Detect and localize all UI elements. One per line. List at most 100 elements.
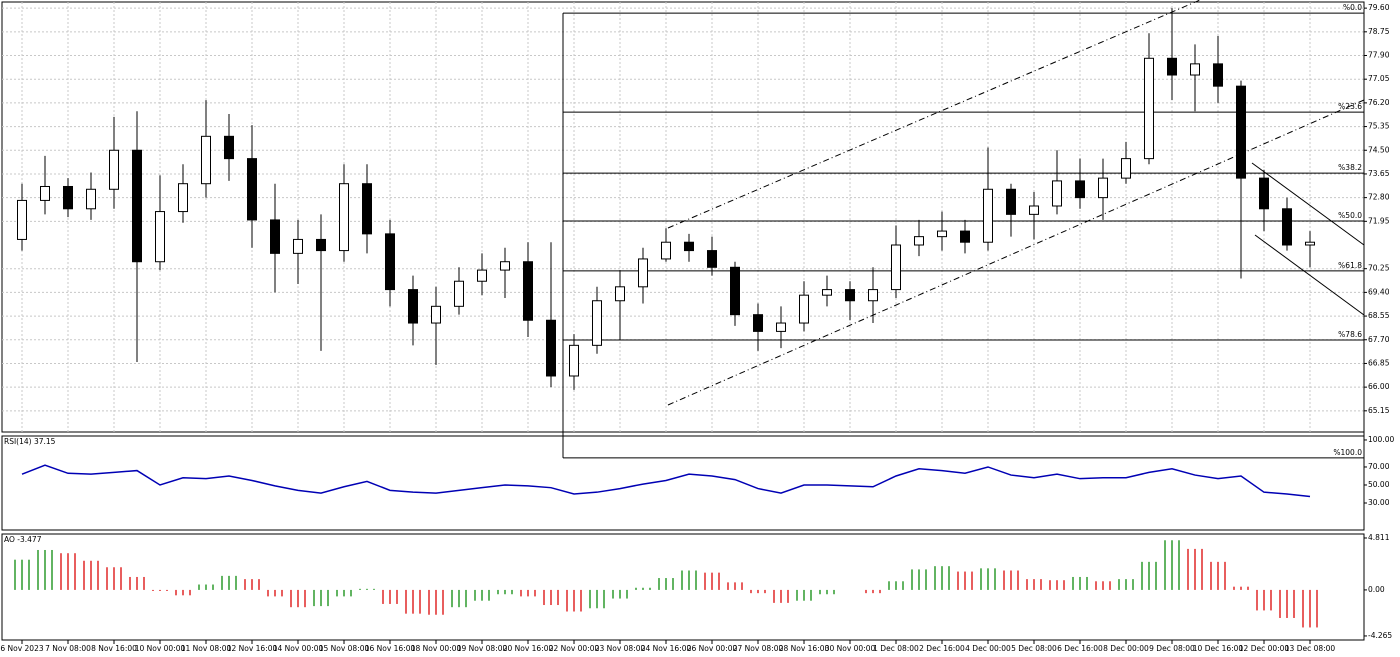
- channel-lower: [667, 99, 1365, 406]
- candle-body: [661, 241, 671, 260]
- y-tick-label: 100.00: [1368, 435, 1394, 444]
- candle-body: [40, 185, 50, 201]
- candle-body: [339, 183, 349, 252]
- y-tick-label: 77.90: [1368, 51, 1390, 60]
- candle-body: [454, 280, 464, 307]
- candle-body: [1029, 205, 1039, 215]
- x-tick-label: 12 Nov 16:00: [227, 644, 278, 653]
- fib-label: %61.8: [1338, 261, 1362, 270]
- candle-body: [385, 233, 395, 291]
- candle-body: [1075, 180, 1085, 199]
- x-tick-label: 26 Nov 00:00: [687, 644, 738, 653]
- candle-body: [960, 230, 970, 243]
- x-tick-label: 8 Nov 16:00: [91, 644, 137, 653]
- candle-body: [822, 289, 832, 296]
- candle-body: [523, 261, 533, 321]
- candle-body: [477, 269, 487, 282]
- y-tick-label: 70.25: [1368, 264, 1390, 273]
- candle-body: [109, 149, 119, 190]
- candle-body: [638, 258, 648, 288]
- candle-body: [178, 183, 188, 213]
- y-tick-label: 4.811: [1368, 533, 1390, 542]
- y-tick-label: 75.35: [1368, 122, 1390, 131]
- candle-body: [1167, 57, 1177, 76]
- candle-body: [1282, 208, 1292, 246]
- x-tick-label: 14 Nov 00:00: [273, 644, 324, 653]
- fib-label: %50.0: [1338, 211, 1362, 220]
- candle-body: [86, 188, 96, 210]
- candle-body: [1121, 158, 1131, 179]
- candle-body: [799, 294, 809, 324]
- candle-body: [684, 241, 694, 252]
- x-tick-label: 24 Nov 16:00: [641, 644, 692, 653]
- candle-body: [1052, 180, 1062, 207]
- y-tick-label: 77.05: [1368, 74, 1390, 83]
- candle-body: [224, 135, 234, 160]
- candle-body: [1259, 177, 1269, 210]
- candle-body: [1213, 63, 1223, 87]
- candle-body: [983, 188, 993, 243]
- candle-body: [914, 236, 924, 246]
- candle-body: [362, 183, 372, 235]
- y-tick-label: 72.80: [1368, 193, 1390, 202]
- x-tick-label: 16 Nov 16:00: [365, 644, 416, 653]
- y-tick-label: 71.95: [1368, 216, 1390, 225]
- candle-body: [753, 314, 763, 332]
- fib-label: %100.0: [1333, 448, 1362, 457]
- y-tick-label: 50.00: [1368, 480, 1390, 489]
- candle-body: [615, 286, 625, 302]
- candle-body: [270, 219, 280, 254]
- candle-body: [500, 261, 510, 271]
- x-tick-label: 8 Dec 00:00: [1103, 644, 1149, 653]
- candle-body: [431, 305, 441, 324]
- x-tick-label: 9 Dec 08:00: [1149, 644, 1195, 653]
- candle-body: [1098, 177, 1108, 199]
- candle-body: [937, 230, 947, 238]
- candle-body: [707, 250, 717, 268]
- candle-body: [569, 344, 579, 377]
- x-tick-label: 6 Dec 16:00: [1057, 644, 1103, 653]
- candle-body: [1305, 241, 1315, 246]
- x-tick-label: 13 Dec 08:00: [1285, 644, 1336, 653]
- candle-body: [132, 149, 142, 263]
- candle-body: [63, 185, 73, 210]
- candle-body: [155, 211, 165, 263]
- x-tick-label: 23 Nov 08:00: [595, 644, 646, 653]
- candle-body: [293, 238, 303, 254]
- y-tick-label: 66.85: [1368, 358, 1390, 367]
- x-tick-label: 18 Nov 00:00: [411, 644, 462, 653]
- y-tick-label: 73.65: [1368, 169, 1390, 178]
- x-tick-label: 15 Nov 08:00: [319, 644, 370, 653]
- x-tick-label: 30 Nov 00:00: [825, 644, 876, 653]
- x-tick-label: 12 Dec 00:00: [1239, 644, 1290, 653]
- x-tick-label: 2 Dec 16:00: [919, 644, 965, 653]
- candle-body: [891, 244, 901, 291]
- down-channel-lower: [1254, 234, 1365, 316]
- y-tick-label: 30.00: [1368, 498, 1390, 507]
- y-tick-label: 66.00: [1368, 382, 1390, 391]
- x-tick-label: 19 Nov 08:00: [457, 644, 508, 653]
- channel-upper: [667, 0, 1201, 229]
- x-tick-label: 10 Dec 16:00: [1193, 644, 1244, 653]
- x-tick-label: 10 Nov 00:00: [135, 644, 186, 653]
- fib-label: %78.6: [1338, 330, 1362, 339]
- candle-body: [1144, 57, 1154, 160]
- y-tick-label: 0.00: [1368, 585, 1385, 594]
- x-tick-label: 6 Nov 2023: [0, 644, 43, 653]
- candle-body: [592, 300, 602, 346]
- x-tick-label: 20 Nov 16:00: [503, 644, 554, 653]
- y-tick-label: -4.265: [1368, 631, 1392, 640]
- candle-body: [201, 135, 211, 185]
- panel-title: AO -3.477: [4, 535, 42, 544]
- candle-body: [17, 199, 27, 240]
- y-tick-label: 76.20: [1368, 98, 1390, 107]
- y-tick-label: 74.50: [1368, 145, 1390, 154]
- x-tick-label: 5 Dec 08:00: [1011, 644, 1057, 653]
- down-channel-upper: [1251, 162, 1365, 246]
- y-tick-label: 79.60: [1368, 3, 1390, 12]
- x-tick-label: 11 Nov 08:00: [181, 644, 232, 653]
- candle-body: [845, 289, 855, 302]
- candle-body: [1190, 63, 1200, 76]
